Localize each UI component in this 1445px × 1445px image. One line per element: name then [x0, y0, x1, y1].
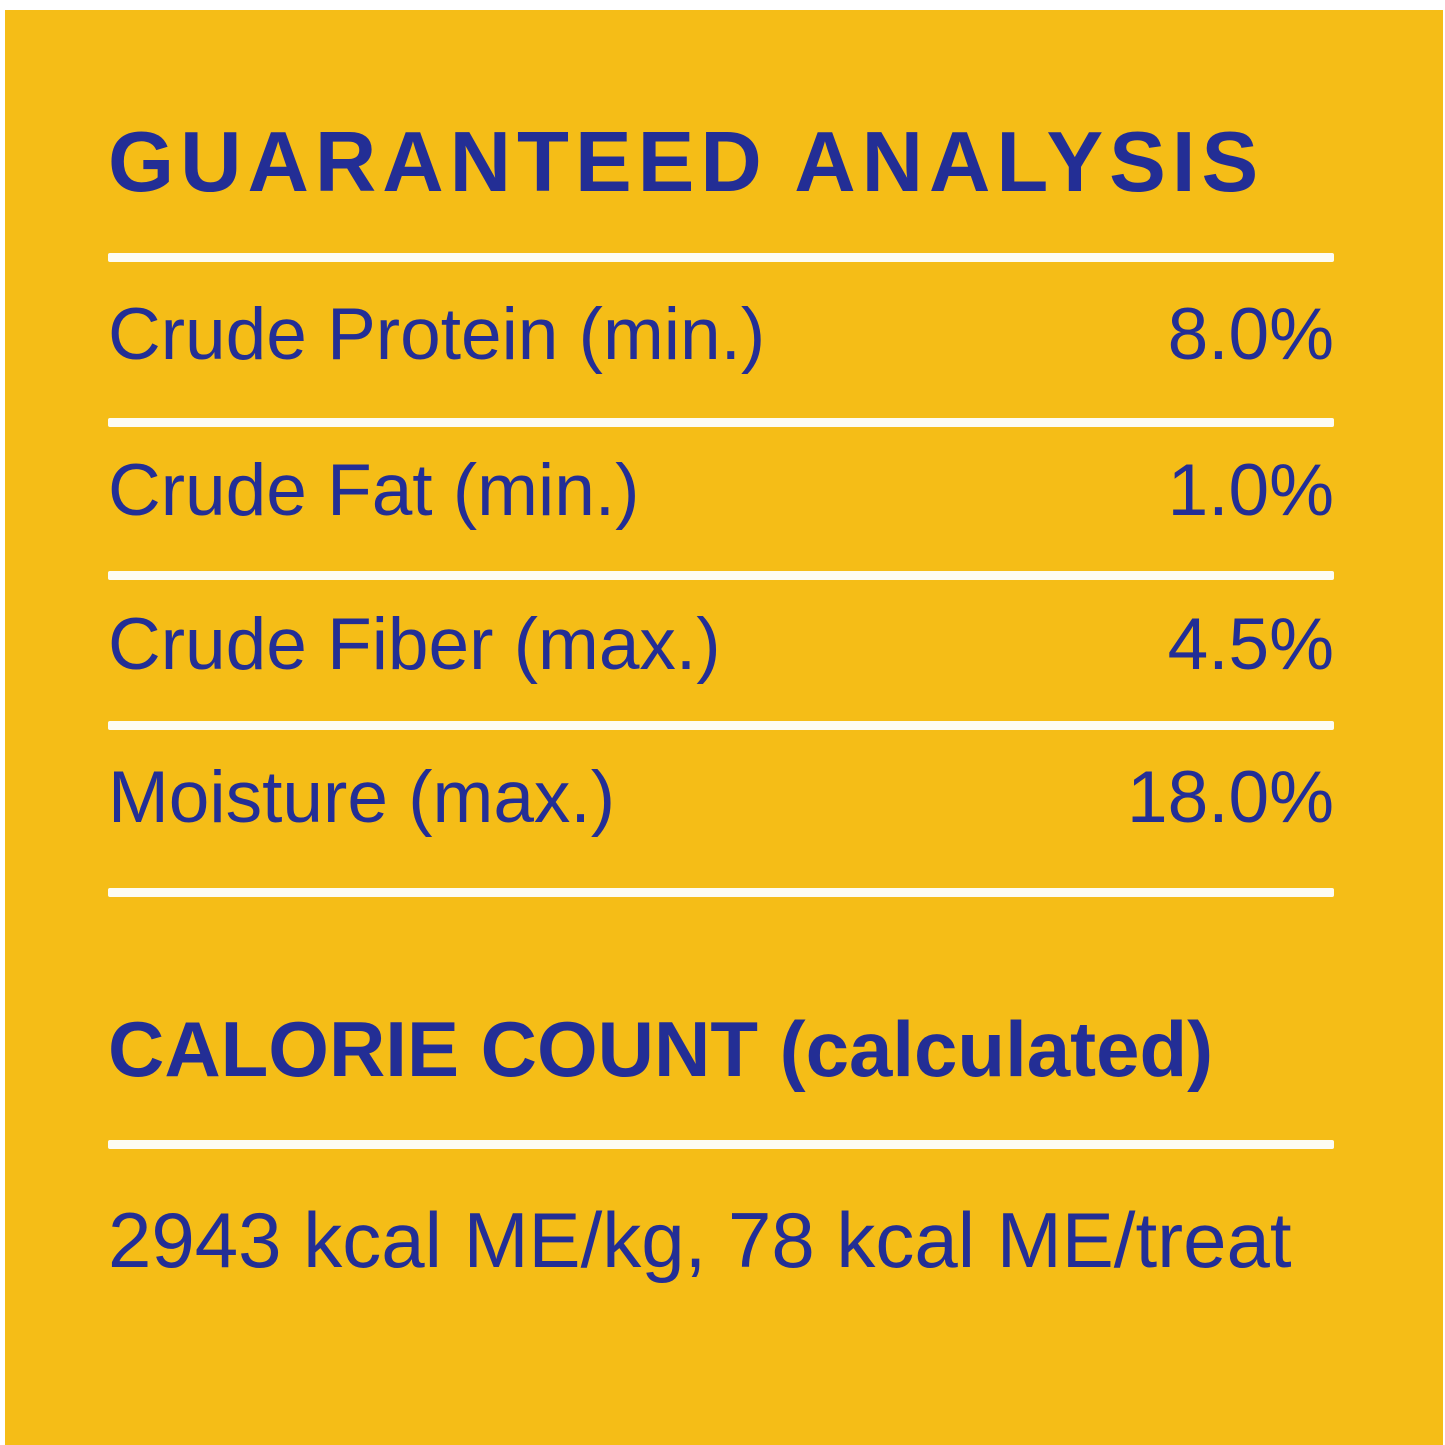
row-value: 8.0% — [1167, 294, 1334, 375]
row-label: Moisture (max.) — [108, 757, 616, 838]
divider — [108, 571, 1334, 580]
row-value: 4.5% — [1167, 604, 1334, 685]
guaranteed-analysis-title: GUARANTEED ANALYSIS — [108, 115, 1265, 210]
divider — [108, 418, 1334, 427]
analysis-row: Crude Fiber (max.) 4.5% — [108, 608, 1334, 681]
calorie-count-value: 2943 kcal ME/kg, 78 kcal ME/treat — [108, 1196, 1292, 1284]
divider — [108, 1140, 1334, 1149]
label-content: GUARANTEED ANALYSIS Crude Protein (min.)… — [108, 10, 1334, 1445]
analysis-row: Moisture (max.) 18.0% — [108, 761, 1334, 834]
divider — [108, 888, 1334, 897]
divider — [108, 721, 1334, 730]
analysis-row: Crude Protein (min.) 8.0% — [108, 298, 1334, 371]
analysis-row: Crude Fat (min.) 1.0% — [108, 454, 1334, 527]
row-value: 1.0% — [1167, 450, 1334, 531]
row-label: Crude Protein (min.) — [108, 294, 766, 375]
calorie-count-title: CALORIE COUNT (calculated) — [108, 1005, 1214, 1093]
row-label: Crude Fat (min.) — [108, 450, 640, 531]
row-label: Crude Fiber (max.) — [108, 604, 721, 685]
label-panel: GUARANTEED ANALYSIS Crude Protein (min.)… — [5, 10, 1443, 1445]
row-value: 18.0% — [1127, 757, 1334, 838]
divider — [108, 253, 1334, 262]
